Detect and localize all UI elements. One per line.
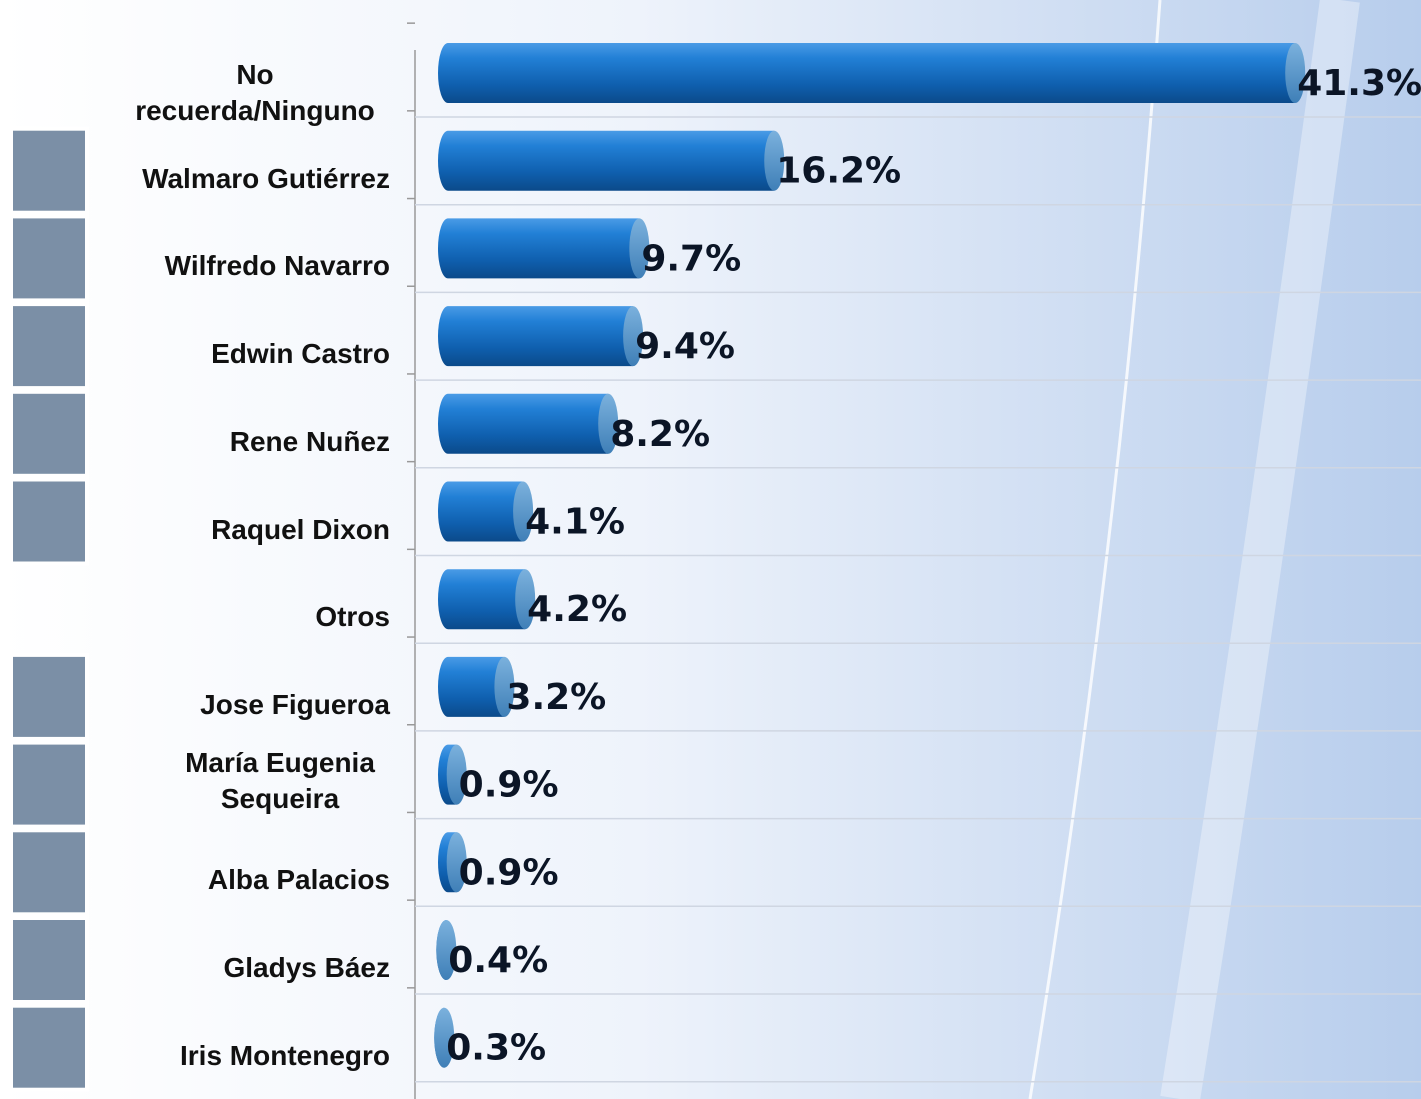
photo bbox=[9, 1003, 89, 1092]
bar-cap bbox=[434, 1007, 455, 1068]
category-label: Walmaro Gutiérrez bbox=[142, 162, 390, 194]
bar-cap bbox=[515, 569, 536, 630]
bar-cap bbox=[629, 218, 650, 279]
photo bbox=[9, 652, 89, 741]
category-label: María Eugenia Sequeira bbox=[185, 746, 375, 814]
category-label: Alba Palacios bbox=[207, 864, 390, 896]
bar bbox=[438, 656, 505, 717]
category-label: Gladys Báez bbox=[223, 952, 390, 983]
bar bbox=[438, 218, 640, 279]
bar bbox=[438, 569, 526, 630]
photo bbox=[9, 302, 89, 391]
value-label: 3.2% bbox=[506, 677, 606, 718]
category-label: Iris Montenegro bbox=[179, 1039, 390, 1071]
value-label: 41.3% bbox=[1297, 63, 1421, 104]
category-label: No recuerda/Ninguno bbox=[135, 59, 375, 126]
value-label: 4.1% bbox=[525, 502, 625, 543]
value-label: 4.2% bbox=[527, 589, 627, 630]
category-label: Raquel Dixon bbox=[211, 513, 390, 545]
bar-cap bbox=[598, 393, 619, 454]
bar-cap bbox=[513, 481, 534, 542]
category-label: Rene Nuñez bbox=[229, 425, 390, 457]
bar-cap bbox=[446, 744, 467, 805]
photo bbox=[9, 828, 89, 917]
photo bbox=[9, 389, 89, 478]
photo bbox=[9, 126, 89, 215]
value-label: 0.9% bbox=[459, 852, 559, 893]
bar bbox=[438, 306, 634, 367]
bar bbox=[438, 481, 524, 542]
value-label: 0.4% bbox=[448, 940, 548, 981]
photo bbox=[9, 477, 89, 566]
photo bbox=[9, 916, 89, 1004]
photo bbox=[9, 740, 89, 829]
value-label: 8.2% bbox=[610, 414, 710, 455]
bar-cap bbox=[436, 920, 457, 980]
category-label: Otros bbox=[315, 601, 390, 633]
value-label: 0.9% bbox=[459, 765, 559, 806]
bar bbox=[438, 43, 1296, 103]
category-label: Wilfredo Navarro bbox=[164, 250, 390, 282]
value-label: 0.3% bbox=[446, 1028, 546, 1069]
bar-cap bbox=[623, 306, 644, 367]
photo bbox=[9, 214, 89, 303]
bar bbox=[438, 393, 609, 454]
bar-cap bbox=[1285, 43, 1306, 103]
value-label: 16.2% bbox=[776, 151, 901, 192]
bar-cap bbox=[764, 130, 785, 191]
bar-cap bbox=[446, 832, 467, 893]
decor-curve bbox=[1028, 0, 1162, 1099]
category-label: Jose Figueroa bbox=[200, 688, 390, 720]
value-label: 9.4% bbox=[635, 326, 735, 367]
value-label: 9.7% bbox=[641, 238, 741, 279]
bar bbox=[438, 130, 775, 191]
bar-cap bbox=[494, 656, 515, 717]
decor-curve bbox=[1160, 0, 1360, 1099]
category-label: Edwin Castro bbox=[211, 338, 390, 370]
